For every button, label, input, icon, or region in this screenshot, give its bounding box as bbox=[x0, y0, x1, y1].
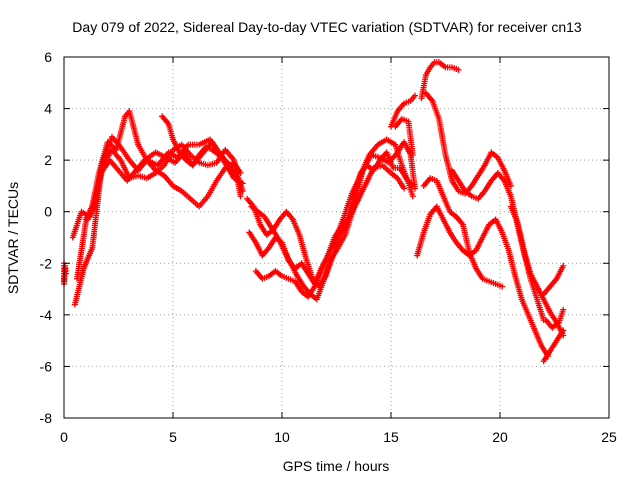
x-tick-label: 10 bbox=[274, 429, 290, 445]
series-track-11 bbox=[392, 115, 416, 158]
y-tick-label: 0 bbox=[44, 204, 52, 220]
series-track-21 bbox=[61, 260, 70, 287]
y-tick-label: 6 bbox=[44, 49, 52, 65]
series-track-15 bbox=[414, 203, 551, 360]
series-track-4 bbox=[82, 133, 244, 223]
data-point bbox=[401, 185, 408, 192]
x-tick-label: 5 bbox=[169, 429, 177, 445]
data-point bbox=[560, 262, 567, 269]
x-axis-label: GPS time / hours bbox=[283, 458, 390, 474]
y-tick-label: 2 bbox=[44, 152, 52, 168]
x-tick-label: 0 bbox=[60, 429, 68, 445]
series-track-20 bbox=[542, 306, 567, 331]
series-track-12 bbox=[418, 59, 462, 102]
grid-lines bbox=[64, 57, 609, 418]
data-point bbox=[455, 66, 462, 73]
data-points bbox=[61, 59, 567, 365]
x-tick-label: 25 bbox=[601, 429, 617, 445]
series-track-5 bbox=[159, 113, 246, 195]
y-axis-label: SDTVAR / TECUs bbox=[5, 182, 21, 294]
data-point bbox=[560, 327, 567, 334]
y-tick-label: -2 bbox=[40, 255, 53, 271]
series-track-10 bbox=[388, 92, 418, 130]
series-track-13 bbox=[420, 175, 506, 290]
plot-frame bbox=[63, 56, 610, 419]
y-tick-label: -4 bbox=[40, 307, 53, 323]
x-tick-label: 20 bbox=[492, 429, 508, 445]
chart-title: Day 079 of 2022, Sidereal Day-to-day VTE… bbox=[72, 19, 582, 35]
series-track-19 bbox=[540, 327, 567, 365]
data-point bbox=[237, 193, 244, 200]
data-point bbox=[409, 182, 416, 189]
series-track-9 bbox=[252, 149, 416, 300]
data-point bbox=[239, 188, 246, 195]
data-point bbox=[237, 170, 244, 177]
series-track-18 bbox=[540, 262, 567, 298]
y-tick-label: -8 bbox=[40, 410, 53, 426]
data-point bbox=[560, 306, 567, 313]
data-point bbox=[409, 193, 416, 200]
y-tick-label: -6 bbox=[40, 358, 53, 374]
data-point bbox=[411, 92, 418, 99]
x-tick-label: 15 bbox=[383, 429, 399, 445]
series-track-16 bbox=[449, 167, 547, 324]
y-tick-label: 4 bbox=[44, 101, 52, 117]
data-point bbox=[499, 283, 506, 290]
data-point bbox=[409, 151, 416, 158]
axis-ticks: 0 5 10 15 20 25 -8 -6 -4 -2 0 2 4 6 bbox=[40, 49, 617, 445]
